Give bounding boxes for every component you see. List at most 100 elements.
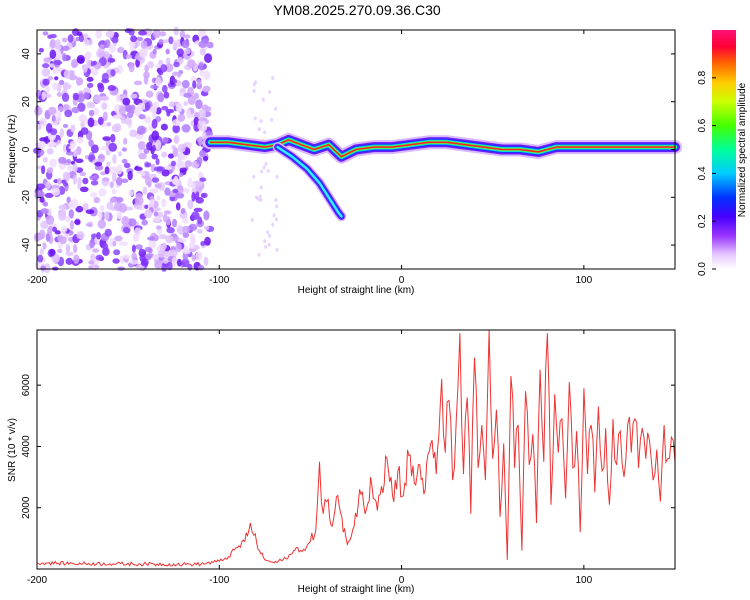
noise-blob xyxy=(115,94,121,103)
noise-speck xyxy=(268,89,272,94)
noise-speck xyxy=(254,80,258,85)
noise-blob xyxy=(145,162,152,168)
noise-blob xyxy=(65,257,73,265)
noise-blob xyxy=(172,147,179,158)
noise-blob xyxy=(144,246,152,253)
noise-blob xyxy=(187,199,194,210)
noise-speck xyxy=(275,204,279,209)
noise-blob xyxy=(64,215,71,223)
noise-speck xyxy=(275,174,279,179)
spectral-ridge-layer xyxy=(209,139,676,158)
noise-blob xyxy=(131,251,137,261)
noise-blob xyxy=(39,196,45,203)
noise-blob xyxy=(107,57,116,63)
noise-blob xyxy=(52,226,58,232)
noise-blob xyxy=(143,74,149,85)
noise-blob xyxy=(93,94,102,104)
noise-blob xyxy=(106,161,111,167)
noise-speck xyxy=(263,130,267,135)
noise-blob xyxy=(182,187,190,193)
noise-blob xyxy=(77,57,85,64)
noise-blob xyxy=(42,31,49,36)
noise-blob xyxy=(123,137,128,145)
noise-blob xyxy=(75,158,84,163)
noise-blob xyxy=(113,249,121,256)
noise-blob xyxy=(62,81,70,91)
noise-blob xyxy=(183,34,191,39)
noise-speck xyxy=(253,116,257,121)
noise-blob xyxy=(61,92,70,103)
noise-blob xyxy=(140,258,149,267)
noise-blob xyxy=(196,156,203,165)
noise-blob xyxy=(154,183,162,189)
noise-blob xyxy=(137,125,146,135)
noise-blob xyxy=(165,235,174,244)
snr-x-axis-label: Height of straight line (km) xyxy=(298,584,415,595)
noise-blob xyxy=(76,136,84,144)
noise-blob xyxy=(193,92,199,100)
noise-blob xyxy=(176,157,183,168)
noise-blob xyxy=(205,106,212,112)
noise-blob xyxy=(100,171,107,176)
noise-blob xyxy=(42,156,48,163)
noise-blob xyxy=(82,177,89,185)
noise-speck xyxy=(264,244,268,249)
snr-x-tick-label: -100 xyxy=(209,575,229,586)
noise-blob xyxy=(191,254,196,262)
noise-blob xyxy=(43,263,51,274)
noise-blob xyxy=(63,182,69,187)
noise-blob xyxy=(166,111,171,117)
noise-blob xyxy=(106,201,114,211)
noise-blob xyxy=(199,150,206,158)
noise-blob xyxy=(95,29,103,39)
spectrogram-y-tick-label: -40 xyxy=(21,237,32,252)
noise-blob xyxy=(172,124,180,134)
noise-speck xyxy=(258,194,262,199)
noise-blob xyxy=(186,109,192,119)
noise-blob xyxy=(144,176,152,187)
noise-blob xyxy=(97,219,106,229)
noise-blob xyxy=(49,248,56,257)
noise-blob xyxy=(197,29,207,37)
noise-blob xyxy=(67,165,74,172)
noise-blob xyxy=(191,191,196,202)
noise-speck xyxy=(274,198,278,203)
noise-blob xyxy=(38,191,45,198)
noise-blob xyxy=(44,93,52,98)
noise-blob xyxy=(171,256,177,267)
noise-blob xyxy=(118,106,126,116)
snr-series-line xyxy=(37,330,675,567)
spectral-branch-layer xyxy=(276,145,343,218)
noise-blob xyxy=(156,195,161,201)
noise-blob xyxy=(68,209,75,219)
noise-blob xyxy=(164,187,171,196)
noise-blob xyxy=(184,160,192,168)
noise-blob xyxy=(163,91,170,99)
noise-blob xyxy=(93,196,101,204)
noise-blob xyxy=(165,57,171,65)
noise-blob xyxy=(97,153,106,164)
noise-blob xyxy=(38,141,46,149)
noise-blob xyxy=(155,76,162,87)
noise-blob xyxy=(118,203,128,213)
noise-blob xyxy=(82,202,89,212)
noise-blob xyxy=(101,102,108,111)
noise-blob xyxy=(76,31,83,37)
noise-blob xyxy=(160,123,168,131)
noise-blob xyxy=(181,40,190,49)
noise-blob xyxy=(198,109,207,118)
noise-blob xyxy=(196,78,202,87)
noise-blob xyxy=(188,241,196,249)
noise-blob xyxy=(68,74,78,81)
spectrogram-y-axis-label: Frequency (Hz) xyxy=(7,115,18,184)
snr-background xyxy=(37,330,675,569)
snr-x-tick-label: 0 xyxy=(399,575,405,586)
noise-blob xyxy=(70,140,77,147)
noise-blob xyxy=(161,105,169,111)
noise-speck xyxy=(275,247,279,252)
noise-blob xyxy=(121,216,129,226)
noise-blob xyxy=(135,133,144,140)
noise-blob xyxy=(128,218,137,227)
noise-blob xyxy=(163,210,172,215)
noise-blob xyxy=(183,245,189,255)
